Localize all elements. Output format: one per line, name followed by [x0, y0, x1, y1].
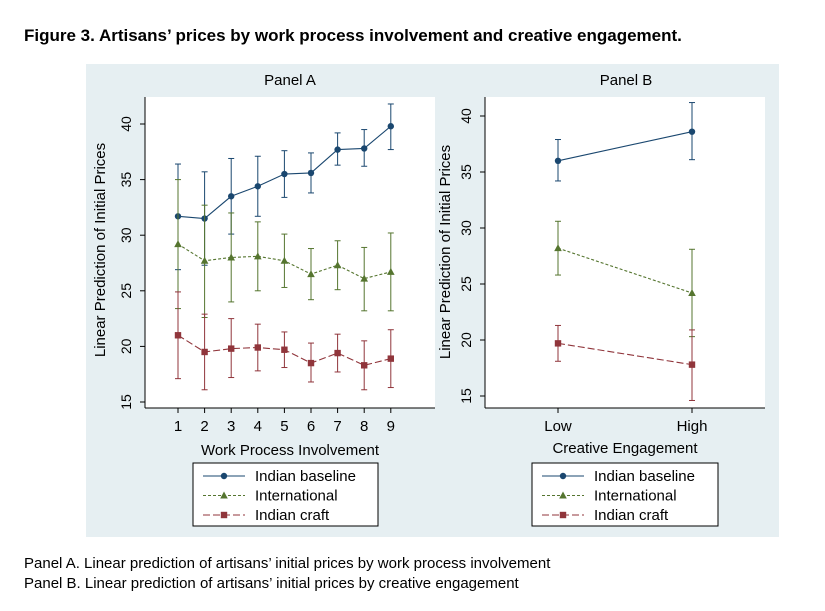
panel-b-legend-marker-circle: [559, 472, 567, 480]
panel-b-legend-label: International: [594, 488, 677, 505]
panel-a-legend-marker-triangle: [220, 491, 228, 499]
panel-a-series-circle-point: [281, 170, 288, 178]
panel-b-y-tick-label: 40: [458, 108, 474, 124]
panel-b-x-axis-label: Creative Engagement: [552, 440, 698, 457]
figure-title: Figure 3. Artisans’ prices by work proce…: [24, 26, 682, 45]
panel-b-series-triangle-point: [554, 244, 562, 252]
panel-a-series-triangle-point: [227, 253, 235, 261]
panel-a-series-circle-point: [361, 145, 368, 152]
panel-b-y-tick-label: 15: [458, 388, 474, 404]
panel-b-title: Panel B: [600, 72, 653, 89]
panel-a-legend-label: Indian craft: [255, 507, 330, 524]
panel-a-series-square-point: [254, 344, 261, 351]
panel-a-legend-label: International: [255, 488, 338, 505]
caption-panel-a: Panel A. Linear prediction of artisans’ …: [24, 555, 551, 572]
panel-a-x-tick-label: 5: [280, 418, 288, 435]
panel-a-series-triangle-point: [254, 252, 262, 260]
panel-b-y-tick-label: 20: [458, 332, 474, 348]
panel-b-series-circle-point: [688, 128, 696, 135]
panel-a-series-circle-point: [254, 183, 261, 190]
panel-a-series-square-point: [387, 355, 394, 362]
panel-a-x-axis-label: Work Process Involvement: [201, 442, 380, 459]
panel-a-series-circle-point: [334, 146, 341, 153]
panel-a-series-triangle-point: [174, 240, 182, 248]
panel-a-series-square-point: [201, 348, 208, 356]
panel-b-plot-region: [485, 97, 765, 408]
panel-a-y-axis-label: Linear Prediction of Initial Prices: [92, 143, 109, 357]
panel-b-series-square-line: [557, 342, 693, 366]
panel-b-x-tick-label: High: [677, 418, 708, 435]
panel-b-y-tick-label: 30: [458, 220, 474, 236]
panel-a-y-tick-label: 25: [118, 283, 134, 299]
panel-a-x-tick-label: 2: [200, 418, 208, 435]
panel-b-y-axis-label: Linear Prediction of Initial Prices: [437, 145, 454, 359]
panel-b-legend-marker-triangle: [559, 491, 567, 499]
panel-a-series-triangle-point: [333, 261, 342, 269]
panel-a-series-triangle-point: [200, 256, 209, 264]
panel-a-y-tick-label: 15: [118, 394, 134, 410]
panel-b-series-circle-line: [557, 131, 693, 162]
panel-a-series-triangle-point: [360, 274, 368, 282]
caption-panel-b: Panel B. Linear prediction of artisans’ …: [24, 575, 519, 592]
panel-a-series-square-point: [174, 332, 182, 339]
panel-a-x-tick-label: 8: [360, 418, 368, 435]
panel-a-x-tick-label: 4: [254, 418, 262, 435]
panel-a-plot-region: [145, 97, 435, 408]
panel-a-y-tick-label: 20: [118, 338, 134, 354]
panel-a-y-tick-label: 30: [118, 227, 134, 243]
panel-a-title: Panel A: [264, 72, 316, 89]
panel-b-series-square-point: [554, 340, 562, 347]
panel-a-series-circle-point: [228, 193, 235, 200]
panel-b-y-tick-label: 25: [458, 276, 474, 292]
panel-a-x-tick-label: 3: [227, 418, 235, 435]
panel-a-series-square-point: [281, 346, 288, 353]
panel-a-legend-marker-square: [220, 511, 228, 519]
panel-b-y-tick-label: 35: [458, 164, 474, 180]
panel-b-legend-label: Indian craft: [594, 507, 669, 524]
panel-a-series-circle-point: [387, 123, 394, 130]
panel-a-series-triangle-point: [387, 267, 395, 275]
panel-a-legend-marker-circle: [220, 472, 228, 480]
panel-a-series-triangle-point: [307, 270, 315, 278]
panel-b-series-square-point: [688, 361, 696, 368]
panel-b-legend-label: Indian baseline: [594, 468, 695, 485]
panel-b-x-tick-label: Low: [544, 418, 572, 435]
panel-b-series-triangle-line: [557, 247, 693, 294]
panel-a-series-triangle-point: [280, 256, 289, 264]
panel-b-series-circle-point: [554, 157, 562, 164]
panel-a-y-tick-label: 35: [118, 172, 134, 188]
panel-a-x-tick-label: 9: [387, 418, 395, 435]
panel-a-x-tick-label: 7: [333, 418, 341, 435]
panel-a-series-circle-point: [307, 169, 315, 177]
panel-a-x-tick-label: 6: [307, 418, 315, 435]
panel-a-x-tick-label: 1: [174, 418, 182, 435]
panel-a-series-square-point: [307, 359, 315, 367]
panel-b-legend-marker-square: [559, 511, 567, 519]
panel-a-series-square-point: [334, 349, 341, 357]
panel-b-series-triangle-point: [688, 288, 696, 296]
panel-a-series-square-point: [361, 362, 368, 369]
panel-a-legend-label: Indian baseline: [255, 468, 356, 485]
panel-a-series-square-point: [228, 345, 235, 352]
panel-a-y-tick-label: 40: [118, 116, 134, 132]
